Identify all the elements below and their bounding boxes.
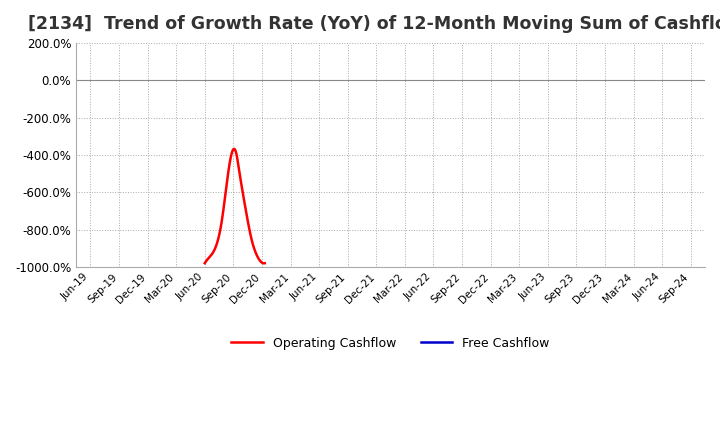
Title: [2134]  Trend of Growth Rate (YoY) of 12-Month Moving Sum of Cashflows: [2134] Trend of Growth Rate (YoY) of 12-… [28, 15, 720, 33]
Operating Cashflow [260, 260, 269, 266]
Operating Cashflow [238, 183, 246, 189]
Operating Cashflow [236, 176, 245, 182]
Operating Cashflow [251, 249, 260, 255]
Line: Operating Cashflow: Operating Cashflow [204, 149, 265, 263]
Operating Cashflow [201, 260, 210, 265]
Operating Cashflow [236, 178, 245, 183]
Operating Cashflow [200, 260, 209, 266]
Operating Cashflow [255, 257, 264, 263]
Operating Cashflow [230, 146, 238, 151]
Legend: Operating Cashflow, Free Cashflow: Operating Cashflow, Free Cashflow [226, 332, 554, 355]
Operating Cashflow [261, 260, 269, 266]
